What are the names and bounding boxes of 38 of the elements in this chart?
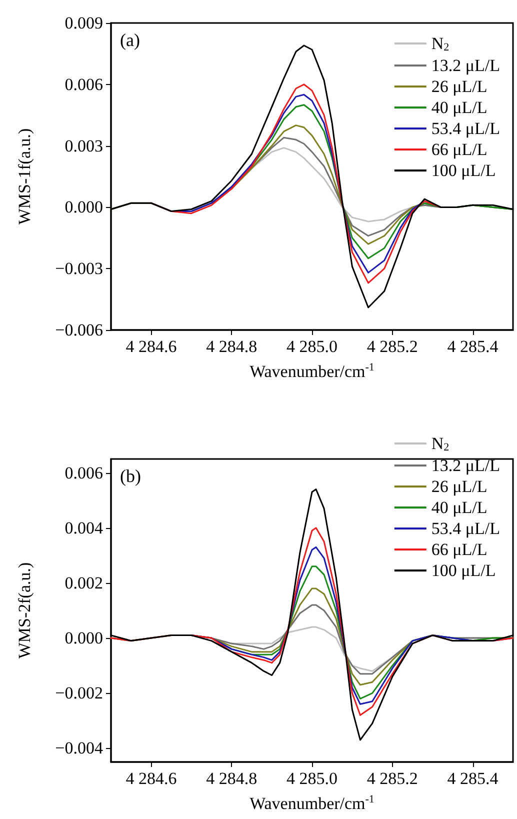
legend-label: 40 μL/L xyxy=(431,498,488,517)
legend-label: 53.4 μL/L xyxy=(431,119,500,138)
y-axis-title: WMS-2f(a.u.) xyxy=(15,562,34,659)
y-tick-label: 0.006 xyxy=(64,463,103,482)
x-tick-label: 4 285.4 xyxy=(447,337,499,356)
y-tick-label: 0.000 xyxy=(64,628,103,648)
legend-label: 26 μL/L xyxy=(431,477,488,496)
x-tick-label: 4 285.2 xyxy=(366,337,418,356)
legend-label: 40 μL/L xyxy=(431,98,488,117)
legend-label: 66 μL/L xyxy=(431,140,488,159)
legend-label: 66 μL/L xyxy=(431,540,488,559)
x-tick-label: 4 284.8 xyxy=(206,769,258,788)
x-tick-label: 4 284.6 xyxy=(126,337,177,356)
y-tick-label: 0.004 xyxy=(64,518,104,538)
y-tick-label: 0.009 xyxy=(64,14,103,32)
y-tick-label: −0.003 xyxy=(55,259,103,278)
x-tick-label: 4 284.6 xyxy=(126,769,177,788)
y-tick-label: 0.002 xyxy=(64,573,103,592)
legend-label: 100 μL/L xyxy=(431,561,496,580)
y-axis-title: WMS-1f(a.u.) xyxy=(15,128,34,225)
annotation: (a) xyxy=(120,30,140,50)
legend-label: 53.4 μL/L xyxy=(431,519,500,538)
x-tick-label: 4 285.0 xyxy=(286,337,338,356)
legend-label: 26 μL/L xyxy=(431,77,488,96)
legend-label: 13.2 μL/L xyxy=(431,456,500,475)
x-tick-label: 4 285.2 xyxy=(366,769,418,788)
y-tick-label: 0.003 xyxy=(64,136,103,156)
annotation: (b) xyxy=(120,466,141,486)
y-tick-label: −0.002 xyxy=(55,684,103,703)
y-tick-label: 0.006 xyxy=(64,74,103,94)
legend-label: 100 μL/L xyxy=(431,161,496,180)
x-tick-label: 4 285.4 xyxy=(447,769,499,788)
x-tick-label: 4 284.8 xyxy=(206,337,258,356)
y-tick-label: −0.004 xyxy=(55,738,104,758)
y-tick-label: 0.000 xyxy=(64,198,103,217)
y-tick-label: −0.006 xyxy=(55,320,103,340)
legend-label: 13.2 μL/L xyxy=(431,56,500,75)
x-tick-label: 4 285.0 xyxy=(286,769,338,788)
